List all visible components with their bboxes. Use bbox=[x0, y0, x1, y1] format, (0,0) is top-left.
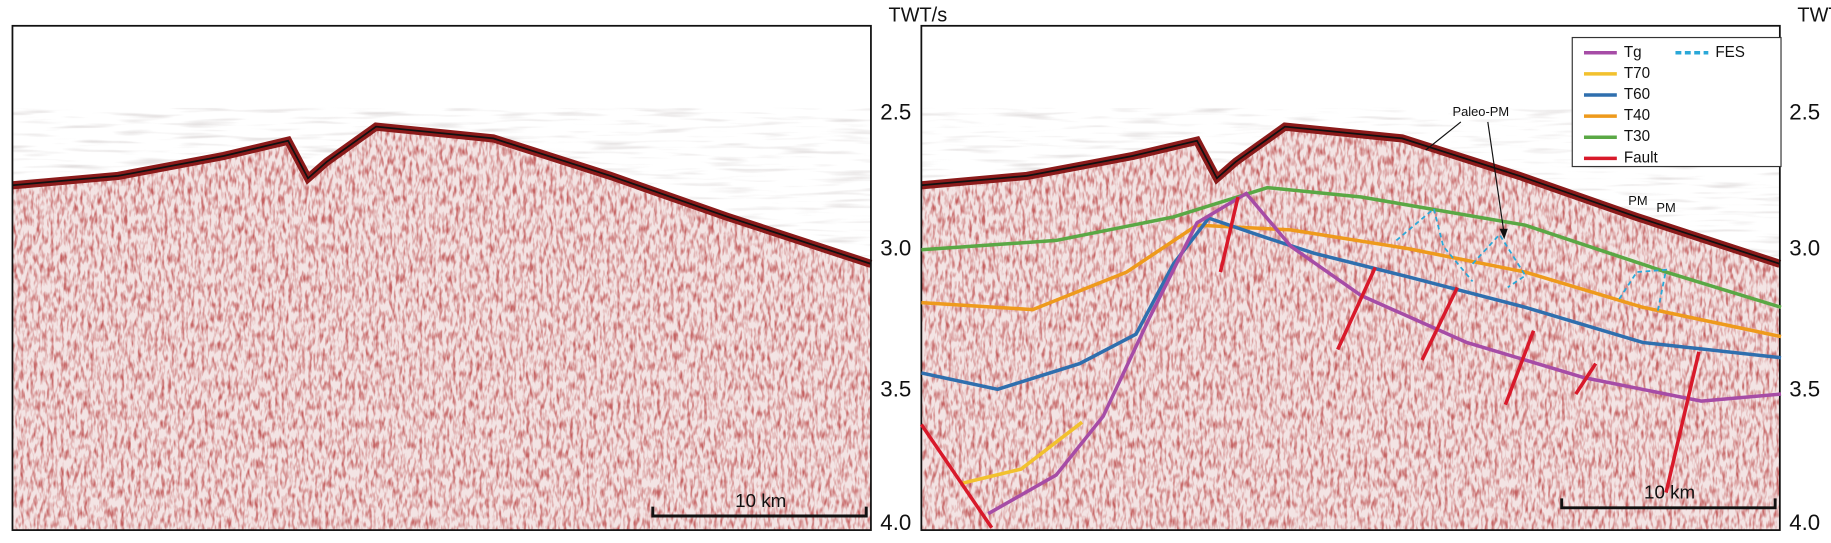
fault bbox=[1420, 286, 1459, 361]
axis-title: TWT/s bbox=[1797, 5, 1831, 27]
annotation: PM bbox=[1628, 193, 1647, 208]
horizon bbox=[987, 191, 1782, 516]
legend-label: T60 bbox=[1624, 86, 1650, 103]
seafloor-line bbox=[12, 125, 872, 265]
tick-label: 3.0 bbox=[1789, 236, 1820, 261]
tick-label: 3.0 bbox=[880, 236, 911, 261]
water-top bbox=[12, 25, 871, 108]
horizon bbox=[921, 223, 1782, 339]
panel-frame bbox=[920, 24, 1781, 531]
fault bbox=[1664, 351, 1701, 493]
fault bbox=[1503, 330, 1536, 406]
panel-frame bbox=[11, 24, 872, 531]
legend-label: T70 bbox=[1624, 65, 1650, 82]
tick-label: 2.5 bbox=[1789, 100, 1820, 125]
legend-label: Fault bbox=[1624, 149, 1659, 166]
horizon bbox=[921, 185, 1782, 309]
legend-label: T40 bbox=[1624, 107, 1650, 124]
seismic-panel bbox=[11, 24, 873, 531]
tick-label: 3.5 bbox=[1789, 376, 1820, 401]
fault bbox=[1336, 266, 1377, 351]
legend: Tg T70 T60 T40 T30 Fault FES bbox=[1571, 36, 1782, 168]
fault bbox=[1574, 362, 1598, 396]
fault bbox=[919, 423, 994, 529]
seafloor-line bbox=[921, 125, 1781, 265]
tick-label: 4.0 bbox=[1789, 510, 1820, 535]
scale-label: 10 km bbox=[735, 490, 786, 511]
legend-label: Tg bbox=[1624, 44, 1642, 61]
arrow bbox=[1425, 121, 1462, 151]
fes bbox=[1618, 268, 1668, 311]
scale-bar bbox=[651, 506, 868, 518]
tick-label: 4.0 bbox=[880, 510, 911, 535]
tick-label: 3.5 bbox=[880, 376, 911, 401]
fes bbox=[1395, 207, 1474, 283]
annotation: Paleo-PM bbox=[1452, 104, 1509, 119]
horizon bbox=[920, 216, 1782, 392]
tick-label: 2.5 bbox=[880, 100, 911, 125]
fes bbox=[1471, 233, 1527, 289]
arrow bbox=[1487, 121, 1505, 235]
arrow-head bbox=[1499, 228, 1508, 240]
legend-label: FES bbox=[1715, 44, 1745, 61]
annotation: PM bbox=[1656, 200, 1675, 215]
fault bbox=[1218, 196, 1240, 273]
scale-bar bbox=[1560, 498, 1777, 510]
legend-label: T30 bbox=[1624, 128, 1650, 145]
axis-title: TWT/s bbox=[889, 5, 948, 27]
legend-box bbox=[1571, 36, 1782, 168]
scale-label: 10 km bbox=[1644, 482, 1695, 503]
horizon bbox=[962, 420, 1084, 485]
